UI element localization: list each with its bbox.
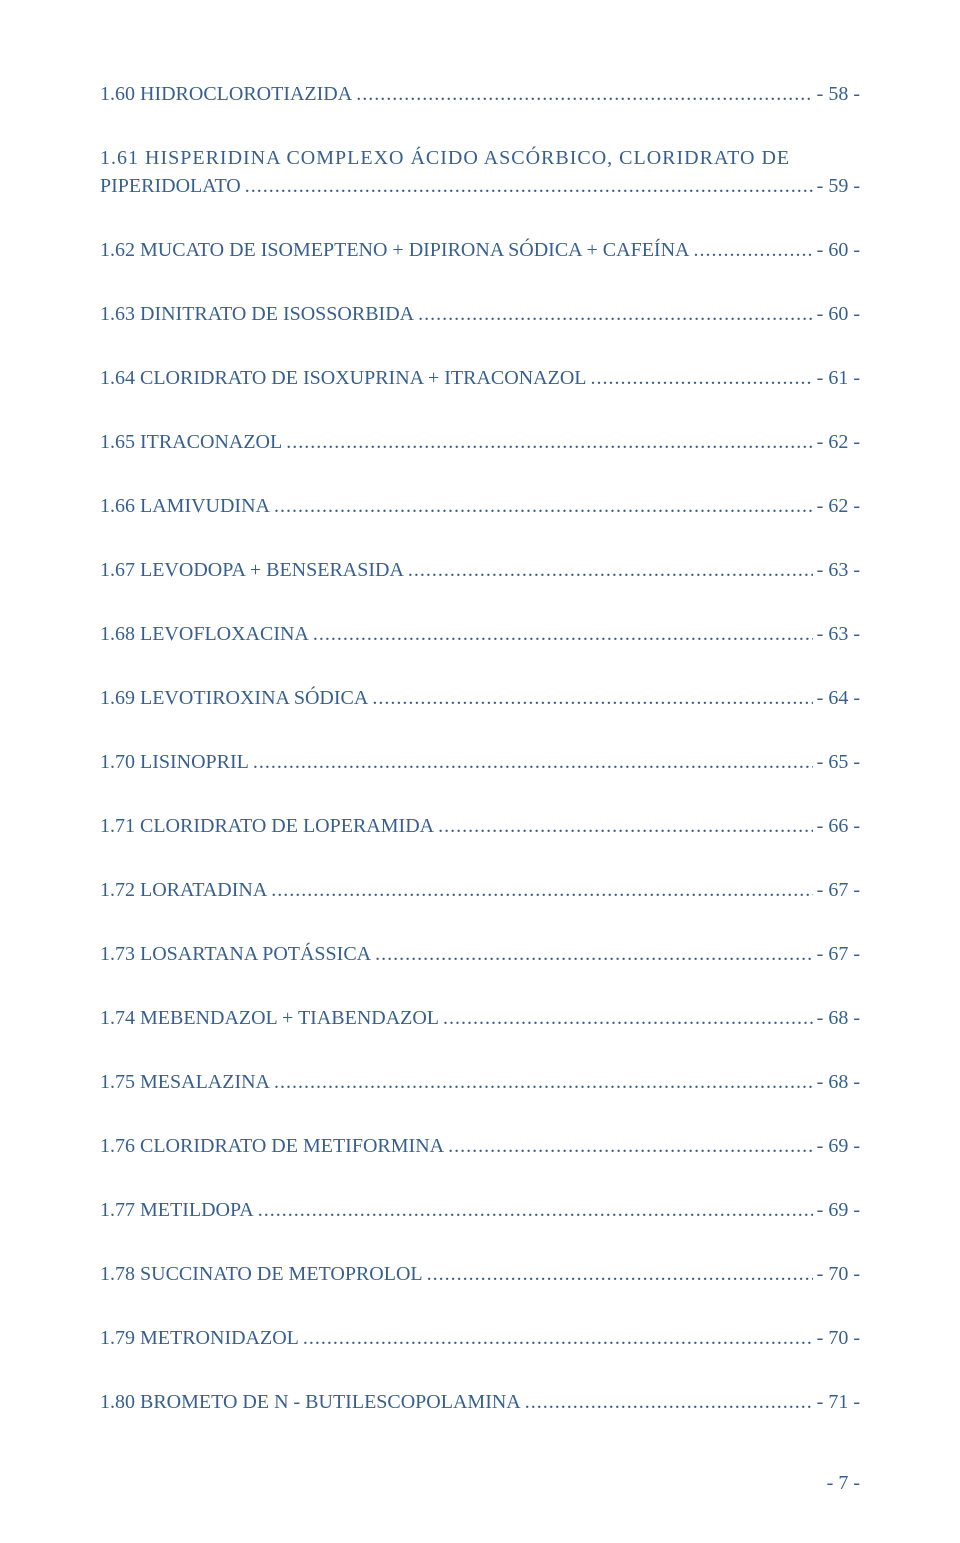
toc-page-ref: - 69 - [817,1132,860,1160]
toc-page-ref: - 71 - [817,1388,860,1416]
toc-title: 1.66 LAMIVUDINA [100,492,270,520]
toc-title: 1.63 DINITRATO DE ISOSSORBIDA [100,300,414,328]
toc-title-line2: PIPERIDOLATO [100,172,241,200]
toc-title: 1.73 LOSARTANA POTÁSSICA [100,940,371,968]
toc-entry: 1.61 HISPERIDINA COMPLEXO ÁCIDO ASCÓRBIC… [100,144,860,200]
toc-entry: 1.60 HIDROCLOROTIAZIDA .................… [100,80,860,108]
toc-entry: 1.78 SUCCINATO DE METOPROLOL ...........… [100,1260,860,1288]
toc-title: 1.68 LEVOFLOXACINA [100,620,309,648]
toc-leader-dots: ........................................… [253,748,813,776]
toc-entry: 1.74 MEBENDAZOL + TIABENDAZOL ..........… [100,1004,860,1032]
toc-entry: 1.62 MUCATO DE ISOMEPTENO + DIPIRONA SÓD… [100,236,860,264]
toc-entry: 1.63 DINITRATO DE ISOSSORBIDA ..........… [100,300,860,328]
toc-leader-dots: ........................................… [408,556,813,584]
toc-title: 1.62 MUCATO DE ISOMEPTENO + DIPIRONA SÓD… [100,236,689,264]
toc-entry: 1.77 METILDOPA .........................… [100,1196,860,1224]
toc-title: 1.67 LEVODOPA + BENSERASIDA [100,556,404,584]
toc-title: 1.60 HIDROCLOROTIAZIDA [100,80,352,108]
toc-page-ref: - 68 - [817,1004,860,1032]
toc-page-ref: - 66 - [817,812,860,840]
toc-leader-dots: ........................................… [693,236,812,264]
toc-title: 1.65 ITRACONAZOL [100,428,282,456]
toc-title: 1.64 CLORIDRATO DE ISOXUPRINA + ITRACONA… [100,364,586,392]
toc-title: 1.72 LORATADINA [100,876,267,904]
toc-page-ref: - 59 - [817,172,860,200]
toc-leader-dots: ........................................… [525,1388,813,1416]
toc-page-ref: - 70 - [817,1324,860,1352]
toc-page-ref: - 61 - [817,364,860,392]
toc-page-ref: - 62 - [817,428,860,456]
toc-title-line1: 1.61 HISPERIDINA COMPLEXO ÁCIDO ASCÓRBIC… [100,144,860,172]
toc-leader-dots: ........................................… [313,620,813,648]
toc-page-ref: - 68 - [817,1068,860,1096]
toc-leader-dots: ........................................… [418,300,813,328]
toc-page-ref: - 67 - [817,940,860,968]
toc-entry: 1.70 LISINOPRIL ........................… [100,748,860,776]
toc-page-ref: - 67 - [817,876,860,904]
toc-leader-dots: ........................................… [448,1132,813,1160]
toc-title: 1.77 METILDOPA [100,1196,254,1224]
toc-leader-dots: ........................................… [271,876,812,904]
toc-page-ref: - 63 - [817,556,860,584]
toc-title: 1.70 LISINOPRIL [100,748,249,776]
toc-page-ref: - 64 - [817,684,860,712]
toc-title-line2-row: PIPERIDOLATO ...........................… [100,172,860,200]
toc-title: 1.69 LEVOTIROXINA SÓDICA [100,684,368,712]
toc-leader-dots: ........................................… [427,1260,813,1288]
toc-leader-dots: ........................................… [274,1068,813,1096]
toc-leader-dots: ........................................… [372,684,812,712]
toc-leader-dots: ........................................… [274,492,813,520]
toc-entry: 1.69 LEVOTIROXINA SÓDICA ...............… [100,684,860,712]
toc-title: 1.74 MEBENDAZOL + TIABENDAZOL [100,1004,439,1032]
toc-entry: 1.71 CLORIDRATO DE LOPERAMIDA ..........… [100,812,860,840]
toc-entry: 1.68 LEVOFLOXACINA .....................… [100,620,860,648]
toc-page-ref: - 63 - [817,620,860,648]
toc-title: 1.78 SUCCINATO DE METOPROLOL [100,1260,423,1288]
toc-entry: 1.80 BROMETO DE N - BUTILESCOPOLAMINA ..… [100,1388,860,1416]
toc-entry: 1.65 ITRACONAZOL .......................… [100,428,860,456]
table-of-contents: 1.60 HIDROCLOROTIAZIDA .................… [100,80,860,1416]
toc-leader-dots: ........................................… [245,172,813,200]
toc-page-ref: - 58 - [817,80,860,108]
toc-entry: 1.75 MESALAZINA ........................… [100,1068,860,1096]
toc-leader-dots: ........................................… [443,1004,813,1032]
toc-leader-dots: ........................................… [590,364,812,392]
page-number: - 7 - [827,1472,860,1495]
toc-page-ref: - 62 - [817,492,860,520]
toc-leader-dots: ........................................… [438,812,813,840]
toc-title: 1.80 BROMETO DE N - BUTILESCOPOLAMINA [100,1388,521,1416]
toc-page-ref: - 69 - [817,1196,860,1224]
toc-entry: 1.73 LOSARTANA POTÁSSICA ...............… [100,940,860,968]
toc-entry: 1.72 LORATADINA ........................… [100,876,860,904]
toc-leader-dots: ........................................… [375,940,813,968]
toc-page-ref: - 60 - [817,300,860,328]
document-page: 1.60 HIDROCLOROTIAZIDA .................… [0,0,960,1543]
toc-leader-dots: ........................................… [286,428,812,456]
toc-title: 1.76 CLORIDRATO DE METIFORMINA [100,1132,444,1160]
toc-entry: 1.66 LAMIVUDINA ........................… [100,492,860,520]
toc-title: 1.71 CLORIDRATO DE LOPERAMIDA [100,812,434,840]
toc-leader-dots: ........................................… [258,1196,813,1224]
toc-entry: 1.64 CLORIDRATO DE ISOXUPRINA + ITRACONA… [100,364,860,392]
toc-page-ref: - 60 - [817,236,860,264]
toc-leader-dots: ........................................… [303,1324,813,1352]
toc-title: 1.75 MESALAZINA [100,1068,270,1096]
toc-page-ref: - 70 - [817,1260,860,1288]
toc-leader-dots: ........................................… [356,80,812,108]
toc-entry: 1.79 METRONIDAZOL ......................… [100,1324,860,1352]
toc-page-ref: - 65 - [817,748,860,776]
toc-entry: 1.67 LEVODOPA + BENSERASIDA ............… [100,556,860,584]
toc-title: 1.79 METRONIDAZOL [100,1324,299,1352]
toc-entry: 1.76 CLORIDRATO DE METIFORMINA .........… [100,1132,860,1160]
